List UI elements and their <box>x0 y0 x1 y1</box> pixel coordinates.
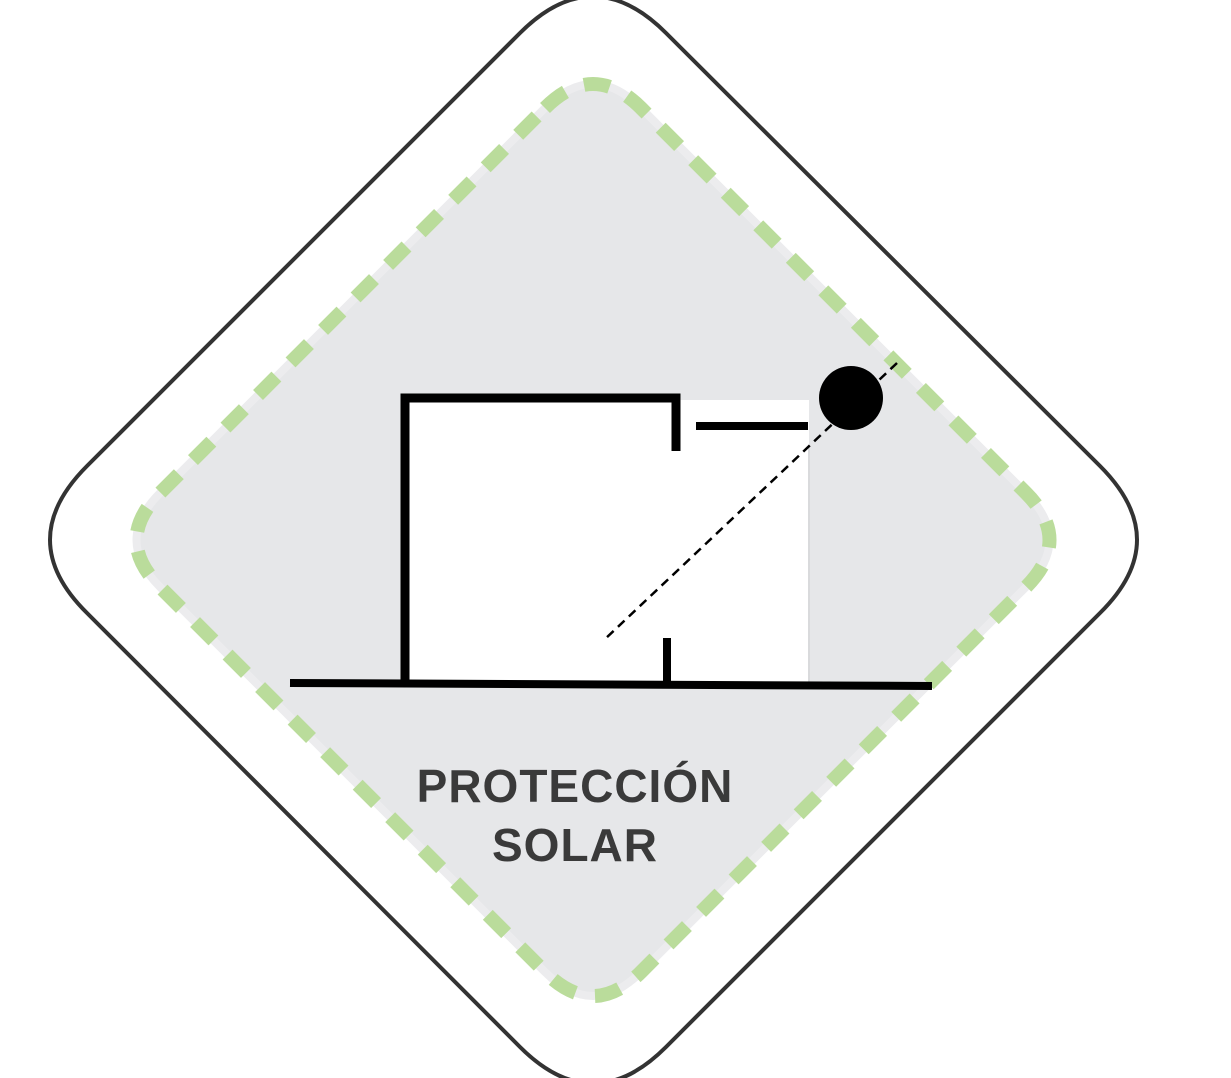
badge-title-line-1: PROTECCIÓN <box>417 760 734 812</box>
sun-icon <box>819 366 883 430</box>
badge-dashed-border <box>129 77 1057 1003</box>
building-shade-area <box>676 450 809 682</box>
building-wall-outline <box>400 393 681 684</box>
badge-title-line-2: SOLAR <box>492 819 658 871</box>
ground-line <box>289 679 933 690</box>
building-section-icon <box>289 362 933 690</box>
